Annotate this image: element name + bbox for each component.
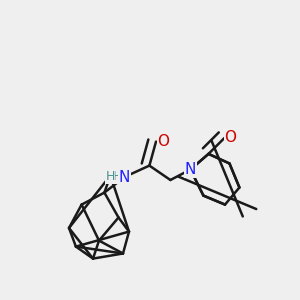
Text: N: N bbox=[119, 169, 130, 184]
Text: O: O bbox=[224, 130, 236, 146]
Text: N: N bbox=[119, 169, 130, 184]
Text: H: H bbox=[112, 170, 122, 184]
Text: H: H bbox=[105, 170, 115, 184]
Text: O: O bbox=[158, 134, 169, 149]
Text: N: N bbox=[185, 162, 196, 177]
